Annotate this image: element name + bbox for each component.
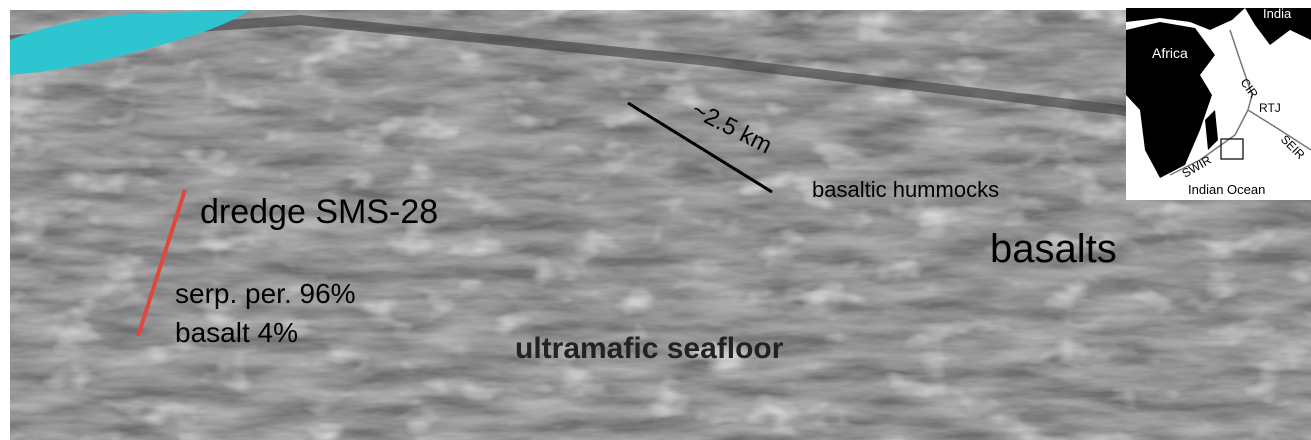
dredge-label: dredge SMS-28 [200,193,438,231]
inset-label: Africa [1152,45,1188,61]
basalts-label: basalts [990,227,1117,271]
inset-label: RTJ [1259,101,1281,115]
composition-label: basalt 4% [175,317,298,348]
inset-label: Indian Ocean [1188,182,1265,197]
figure: dredge SMS-28 serp. per. 96% basalt 4% ~… [0,0,1311,440]
inset-label: India [1263,6,1292,21]
composition-label: serp. per. 96% [175,278,356,309]
ultramafic-label: ultramafic seafloor [515,332,784,365]
hummocks-label: basaltic hummocks [812,177,999,202]
inset-map: India Africa CIR RTJ SEIR SWIR Indian Oc… [1126,6,1311,200]
